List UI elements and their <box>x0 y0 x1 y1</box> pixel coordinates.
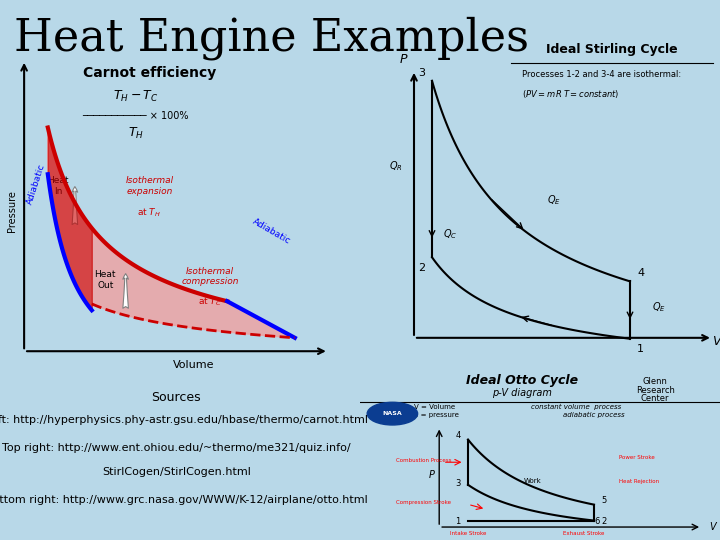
Text: V: V <box>709 522 716 532</box>
Text: StirlCogen/StirlCogen.html: StirlCogen/StirlCogen.html <box>102 467 251 477</box>
Text: Center: Center <box>641 394 670 403</box>
Text: Ideal Stirling Cycle: Ideal Stirling Cycle <box>546 43 678 56</box>
Text: p-V diagram: p-V diagram <box>492 388 552 398</box>
Text: Top right: http://www.ent.ohiou.edu/~thermo/me321/quiz.info/: Top right: http://www.ent.ohiou.edu/~the… <box>2 443 351 453</box>
Text: Work: Work <box>524 478 541 484</box>
Text: Processes 1-2 and 3-4 are isothermal:: Processes 1-2 and 3-4 are isothermal: <box>522 70 681 79</box>
Text: Volume: Volume <box>173 360 214 370</box>
Text: Combustion Process: Combustion Process <box>396 458 451 463</box>
Text: Ideal Otto Cycle: Ideal Otto Cycle <box>466 374 578 388</box>
Text: 6: 6 <box>594 517 599 526</box>
Text: constant volume  process: constant volume process <box>531 404 621 410</box>
Text: Bottom right: http://www.grc.nasa.gov/WWW/K-12/airplane/otto.html: Bottom right: http://www.grc.nasa.gov/WW… <box>0 495 368 505</box>
Text: p = pressure: p = pressure <box>414 412 459 418</box>
Text: 4: 4 <box>637 268 644 278</box>
Text: Intake Stroke: Intake Stroke <box>450 531 486 536</box>
Text: V: V <box>712 334 720 348</box>
Text: Power Stroke: Power Stroke <box>619 455 655 460</box>
Text: Glenn: Glenn <box>643 377 667 387</box>
Text: 1: 1 <box>637 344 644 354</box>
Text: 2: 2 <box>418 262 425 273</box>
Text: P: P <box>428 470 434 481</box>
Text: $Q_R$: $Q_R$ <box>389 159 403 173</box>
Text: $T_H$: $T_H$ <box>128 126 144 141</box>
Text: $(PV = m\,R\,T = constant)$: $(PV = m\,R\,T = constant)$ <box>522 88 619 100</box>
Text: 3: 3 <box>456 480 461 488</box>
Text: Isothermal
compression: Isothermal compression <box>181 267 239 286</box>
Text: Adiabatic: Adiabatic <box>25 163 47 206</box>
Text: adiabatic process: adiabatic process <box>563 412 625 418</box>
Circle shape <box>367 402 418 425</box>
Text: Pressure: Pressure <box>7 190 17 232</box>
Text: ─────────── × 100%: ─────────── × 100% <box>83 111 189 120</box>
Text: 4: 4 <box>456 431 461 440</box>
Text: 1: 1 <box>456 517 461 526</box>
Text: 2: 2 <box>601 517 606 526</box>
Text: 5: 5 <box>601 496 606 505</box>
Text: Heat Rejection: Heat Rejection <box>619 480 660 484</box>
Text: Exhaust Stroke: Exhaust Stroke <box>562 531 604 536</box>
Text: at $T_C$: at $T_C$ <box>198 295 222 308</box>
Text: $Q_E$: $Q_E$ <box>547 193 561 207</box>
Text: V = Volume: V = Volume <box>414 404 455 410</box>
Text: Left: http://hyperphysics.phy-astr.gsu.edu/hbase/thermo/carnot.html: Left: http://hyperphysics.phy-astr.gsu.e… <box>0 415 368 426</box>
Text: Heat Engine Examples: Heat Engine Examples <box>14 16 529 60</box>
Text: Heat
In: Heat In <box>48 177 68 196</box>
Text: Sources: Sources <box>152 391 201 404</box>
Text: Carnot efficiency: Carnot efficiency <box>83 66 216 80</box>
Text: $T_H - T_C$: $T_H - T_C$ <box>113 89 158 104</box>
Text: $Q_E$: $Q_E$ <box>652 300 665 314</box>
Text: $Q_C$: $Q_C$ <box>443 227 457 241</box>
Text: Compression Stroke: Compression Stroke <box>396 501 451 505</box>
Text: NASA: NASA <box>382 411 402 416</box>
Polygon shape <box>48 127 295 338</box>
Text: at $T_H$: at $T_H$ <box>138 207 161 219</box>
Text: Isothermal
expansion: Isothermal expansion <box>125 177 174 196</box>
Text: Research: Research <box>636 386 675 395</box>
Text: 3: 3 <box>418 68 425 78</box>
Text: Adiabatic: Adiabatic <box>251 217 292 246</box>
Text: P: P <box>400 53 407 66</box>
Text: Heat
Out: Heat Out <box>94 270 116 289</box>
